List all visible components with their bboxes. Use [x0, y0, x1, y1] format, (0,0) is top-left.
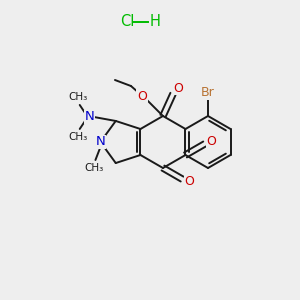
Text: O: O	[173, 82, 183, 94]
Text: N: N	[85, 110, 94, 124]
Text: O: O	[184, 175, 194, 188]
Text: CH₃: CH₃	[68, 132, 87, 142]
Text: O: O	[207, 135, 217, 148]
Text: O: O	[137, 89, 147, 103]
Text: CH₃: CH₃	[85, 163, 104, 173]
Text: H: H	[150, 14, 161, 29]
Text: Br: Br	[201, 86, 215, 100]
Text: CH₃: CH₃	[68, 92, 87, 102]
Text: Cl: Cl	[120, 14, 134, 29]
Text: N: N	[96, 136, 105, 148]
